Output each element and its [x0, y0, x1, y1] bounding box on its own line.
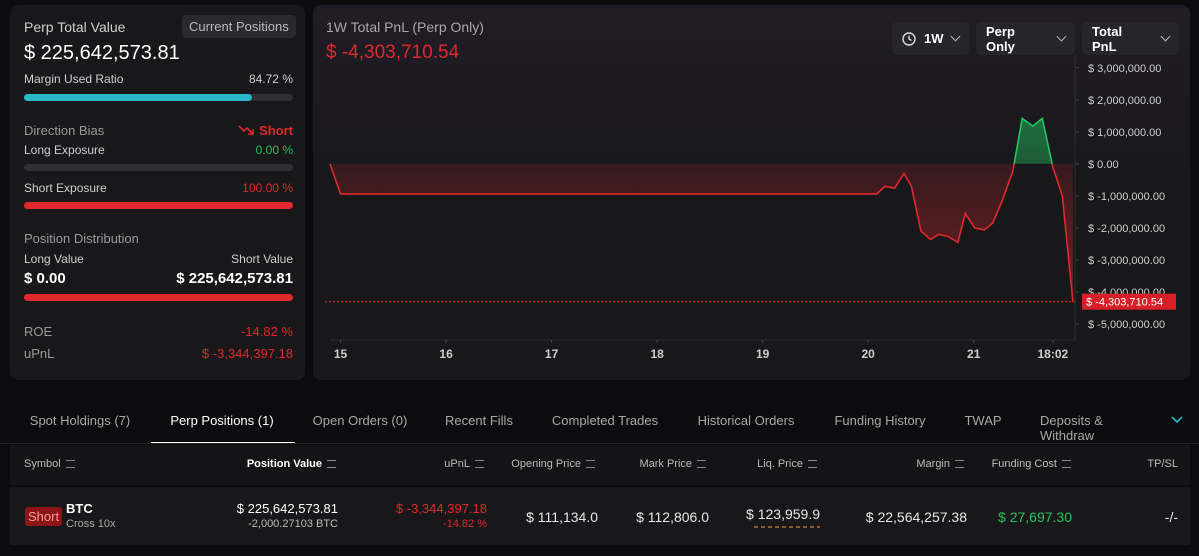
column-header[interactable]: TP/SL — [1147, 458, 1178, 470]
short-bar — [24, 202, 293, 209]
chart-subtitle: $ -4,303,710.54 — [326, 42, 460, 63]
roe: -14.82 % — [240, 324, 293, 339]
side-badge: Short — [25, 507, 63, 526]
column-header[interactable]: Margin — [916, 458, 964, 470]
tab[interactable]: TWAP — [964, 413, 1002, 428]
mark-price: $ 112,806.0 — [636, 509, 709, 525]
label: Position Distribution — [24, 231, 139, 246]
margin-ratio: 84.72 % — [248, 72, 293, 86]
mode: Cross 10x — [66, 518, 116, 530]
distribution-bar — [24, 294, 293, 301]
y-tick-label: $ -5,000,000.00 — [1088, 319, 1165, 331]
y-tick-label: $ 2,000,000.00 — [1088, 95, 1161, 107]
chart-title: 1W Total PnL (Perp Only) — [326, 19, 484, 35]
x-tick-label: 18:02 — [1037, 347, 1068, 361]
column-header[interactable]: uPnL — [444, 458, 484, 470]
x-tick-label: 17 — [545, 347, 559, 361]
label: Direction Bias — [24, 123, 105, 138]
y-tick-label: $ 3,000,000.00 — [1088, 63, 1161, 75]
summary-panel: Perp Total Value Current Positions $ 225… — [10, 5, 305, 380]
label: Long Value — [24, 252, 84, 266]
dropdown-label: Perp Only — [986, 23, 1015, 54]
x-tick-label: 21 — [967, 347, 981, 361]
short-exposure: 100.00 % — [242, 181, 293, 195]
dropdown-label: 1W — [924, 31, 944, 46]
clock-icon — [902, 31, 916, 46]
label: Short Exposure — [24, 181, 107, 195]
tab[interactable]: Recent Fills — [445, 413, 513, 428]
long-value: $ 0.00 — [24, 270, 66, 287]
margin-fill — [24, 94, 252, 101]
size: -2,000.27103 BTC — [248, 518, 338, 530]
y-tick-label: $ -1,000,000.00 — [1088, 191, 1165, 203]
tab[interactable]: Completed Trades — [551, 413, 659, 428]
y-tick-label: $ 0.00 — [1088, 159, 1119, 171]
y-tick-label: $ -3,000,000.00 — [1088, 255, 1165, 267]
short-value: $ 225,642,573.81 — [176, 270, 293, 287]
liq-price: $ 123,959.9 — [746, 506, 820, 522]
tab[interactable]: Open Orders (0) — [312, 413, 408, 428]
upnl-pct: -14.82 % — [442, 518, 487, 530]
tab[interactable]: Spot Holdings (7) — [29, 413, 131, 428]
total-value: $ 225,642,573.81 — [24, 42, 180, 64]
symbol: BTC — [66, 501, 93, 516]
divider — [0, 443, 1199, 444]
position-value: $ 225,642,573.81 — [236, 501, 338, 516]
line-negative — [329, 163, 1074, 302]
more-tabs-icon[interactable] — [1170, 415, 1184, 425]
opening-price: $ 111,134.0 — [526, 509, 598, 525]
column-header[interactable]: Position Value — [247, 458, 336, 470]
column-header[interactable]: Opening Price — [511, 458, 595, 470]
chart: $ 3,000,000.00 $ 2,000,000.00 $ 1,000,000.… — [325, 55, 1176, 361]
long-exposure: 0.00 % — [255, 143, 293, 157]
column-header[interactable]: Funding Cost — [992, 458, 1071, 470]
label: Margin Used Ratio — [24, 72, 124, 86]
liq-gauge — [754, 526, 820, 528]
down-icon — [238, 125, 254, 135]
area-negative — [330, 163, 1073, 302]
scope-dropdown[interactable]: Perp Only — [976, 22, 1075, 55]
y-tick-label: $ 1,000,000.00 — [1088, 127, 1161, 139]
chart-panel: 1W Total PnL (Perp Only) $ -4,303,710.54… — [313, 5, 1190, 380]
upnl: $ -3,344,397.18 — [395, 501, 487, 516]
line-positive — [329, 116, 1053, 164]
range-dropdown[interactable]: 1W — [892, 22, 969, 55]
title: Perp Total Value — [24, 19, 126, 35]
label: ROE — [24, 324, 53, 339]
upnl: $ -3,344,397.18 — [201, 346, 293, 361]
funding-cost: $ 27,697.30 — [998, 509, 1072, 525]
label: uPnL — [24, 346, 55, 361]
column-header[interactable]: Symbol — [24, 458, 75, 470]
x-tick-label: 15 — [334, 347, 348, 361]
x-tick-label: 20 — [861, 347, 875, 361]
metric-dropdown[interactable]: Total PnL — [1082, 22, 1179, 55]
x-tick-label: 19 — [756, 347, 770, 361]
tab[interactable]: Deposits & Withdraw — [1040, 413, 1103, 443]
label: Long Exposure — [24, 143, 105, 157]
table-row — [10, 487, 1190, 545]
margin-bar — [24, 94, 293, 101]
dropdown-label: Total PnL — [1092, 23, 1123, 54]
bias: Short — [238, 123, 293, 138]
current-value-badge — [1082, 293, 1176, 310]
tpsl: -/- — [1164, 509, 1178, 525]
x-tick-label: 18 — [650, 347, 664, 361]
current-value-label: $ -4,303,710.54 — [1086, 297, 1163, 309]
bias-value: Short — [259, 123, 293, 138]
short-fill — [24, 202, 293, 209]
y-tick-label: $ -2,000,000.00 — [1088, 223, 1165, 235]
long-bar — [24, 164, 293, 171]
margin: $ 22,564,257.38 — [865, 509, 967, 525]
x-tick-label: 16 — [439, 347, 453, 361]
tab[interactable]: Historical Orders — [697, 413, 795, 428]
tab[interactable]: Funding History — [834, 413, 926, 428]
label: Short Value — [231, 252, 293, 266]
column-header[interactable]: Mark Price — [639, 458, 706, 470]
tab[interactable]: Perp Positions (1) — [170, 413, 274, 428]
column-header[interactable]: Liq. Price — [757, 458, 817, 470]
current-positions-button[interactable]: Current Positions — [182, 15, 296, 38]
